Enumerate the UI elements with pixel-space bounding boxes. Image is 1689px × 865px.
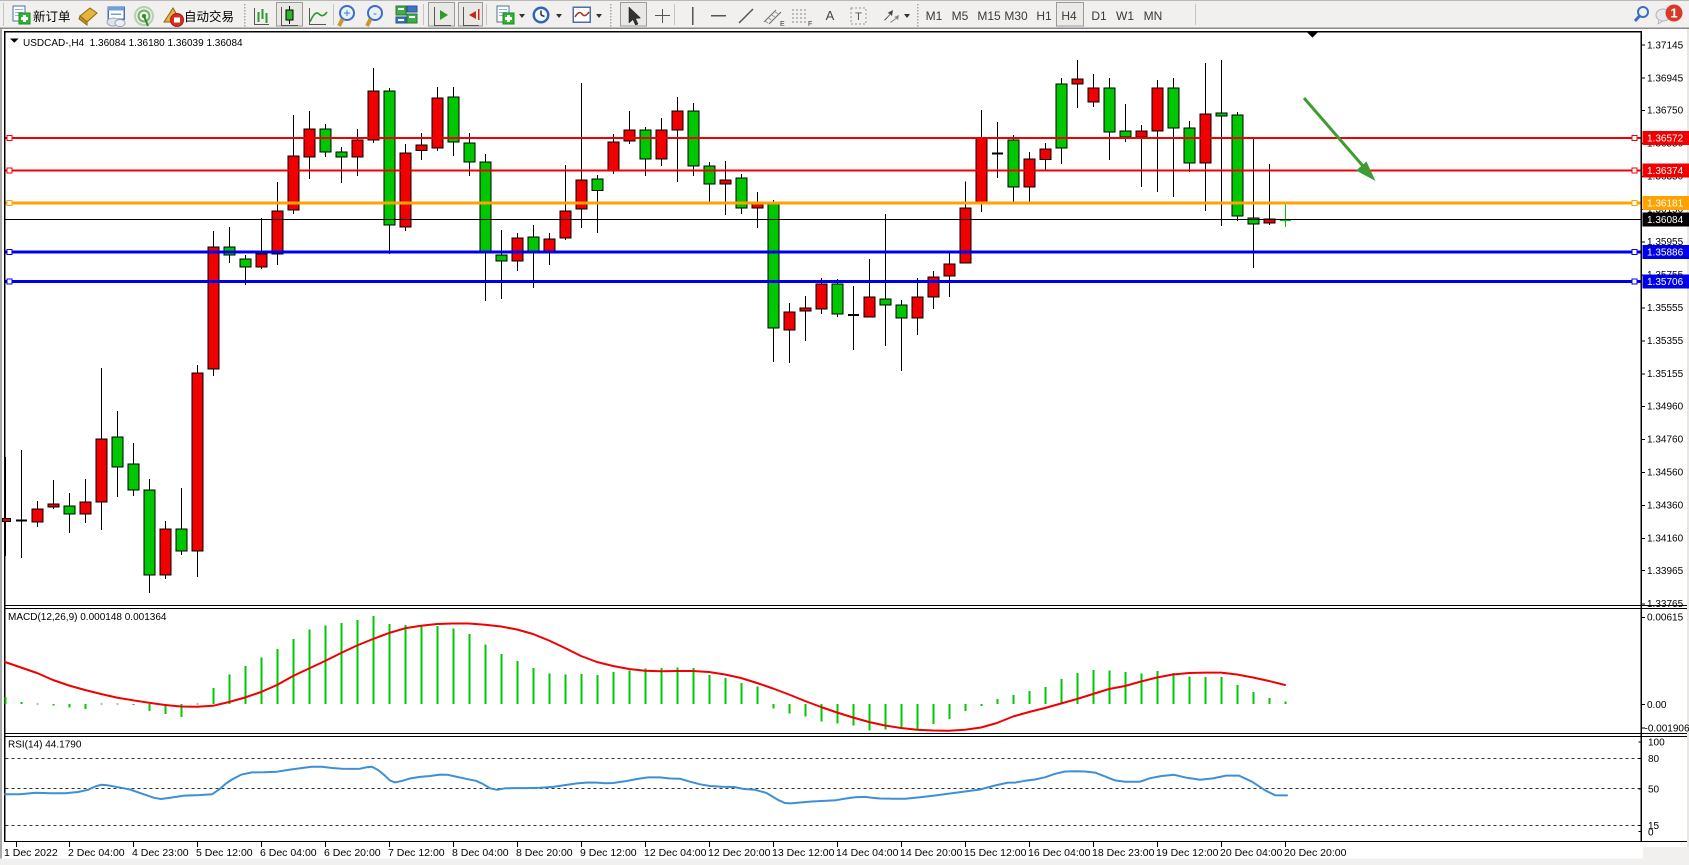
svg-text:19 Dec 12:00: 19 Dec 12:00 — [1156, 847, 1219, 859]
svg-text:15 Dec 12:00: 15 Dec 12:00 — [964, 847, 1027, 859]
svg-text:1.35706: 1.35706 — [1647, 277, 1684, 288]
svg-text:20 Dec 20:00: 20 Dec 20:00 — [1284, 847, 1347, 859]
svg-text:50: 50 — [1648, 785, 1660, 796]
svg-text:USDCAD-,H4 1.36084 1.36180 1.: USDCAD-,H4 1.36084 1.36180 1.36039 1.360… — [23, 38, 243, 49]
svg-text:6 Dec 04:00: 6 Dec 04:00 — [260, 847, 317, 859]
svg-text:8 Dec 20:00: 8 Dec 20:00 — [516, 847, 573, 859]
svg-text:1 Dec 2022: 1 Dec 2022 — [4, 847, 58, 859]
svg-text:1.34560: 1.34560 — [1647, 468, 1684, 479]
svg-text:1.34960: 1.34960 — [1647, 402, 1684, 413]
svg-text:1.34160: 1.34160 — [1647, 534, 1684, 545]
svg-text:7 Dec 12:00: 7 Dec 12:00 — [388, 847, 445, 859]
svg-text:E: E — [780, 21, 785, 28]
svg-text:18 Dec 23:00: 18 Dec 23:00 — [1092, 847, 1155, 859]
svg-text:+: + — [343, 6, 350, 20]
svg-text:M1: M1 — [926, 9, 943, 23]
svg-text:2 Dec 04:00: 2 Dec 04:00 — [68, 847, 125, 859]
svg-text:新订单: 新订单 — [33, 9, 71, 24]
svg-text:H4: H4 — [1061, 9, 1077, 23]
svg-text:9 Dec 12:00: 9 Dec 12:00 — [580, 847, 637, 859]
svg-text:T: T — [855, 11, 862, 23]
svg-text:1.36181: 1.36181 — [1647, 199, 1684, 210]
svg-text:W1: W1 — [1116, 9, 1134, 23]
svg-text:15: 15 — [1648, 821, 1660, 832]
svg-text:4 Dec 23:00: 4 Dec 23:00 — [132, 847, 189, 859]
svg-text:80: 80 — [1648, 754, 1660, 765]
svg-text:12 Dec 04:00: 12 Dec 04:00 — [644, 847, 707, 859]
svg-text:1.36945: 1.36945 — [1647, 73, 1684, 84]
svg-text:1.37145: 1.37145 — [1647, 40, 1684, 51]
svg-text:0: 0 — [1648, 827, 1654, 838]
svg-text:13 Dec 12:00: 13 Dec 12:00 — [772, 847, 835, 859]
svg-text:1.36750: 1.36750 — [1647, 106, 1684, 117]
svg-text:1.34760: 1.34760 — [1647, 435, 1684, 446]
svg-text:自动交易: 自动交易 — [184, 9, 234, 24]
svg-text:MACD(12,26,9) 0.000148 0.00136: MACD(12,26,9) 0.000148 0.001364 — [8, 612, 167, 623]
svg-text:0.00615: 0.00615 — [1647, 613, 1684, 624]
svg-text:14 Dec 20:00: 14 Dec 20:00 — [900, 847, 963, 859]
svg-text:1.35886: 1.35886 — [1647, 248, 1684, 259]
svg-text:1.36084: 1.36084 — [1647, 215, 1684, 226]
svg-text:20 Dec 04:00: 20 Dec 04:00 — [1220, 847, 1283, 859]
svg-text:1.36572: 1.36572 — [1647, 134, 1684, 145]
svg-text:14 Dec 04:00: 14 Dec 04:00 — [836, 847, 899, 859]
svg-text:1.33965: 1.33965 — [1647, 566, 1684, 577]
svg-text:1.34360: 1.34360 — [1647, 501, 1684, 512]
svg-text:1: 1 — [1670, 6, 1677, 21]
svg-text:D1: D1 — [1091, 9, 1107, 23]
svg-text:-: - — [373, 6, 377, 20]
svg-text:1.36150: 1.36150 — [1647, 205, 1684, 216]
svg-text:12 Dec 20:00: 12 Dec 20:00 — [708, 847, 771, 859]
svg-text:MN: MN — [1144, 9, 1163, 23]
svg-text:100: 100 — [1648, 738, 1665, 749]
svg-text:1.35955: 1.35955 — [1647, 237, 1684, 248]
svg-text:5 Dec 12:00: 5 Dec 12:00 — [196, 847, 253, 859]
svg-text:H1: H1 — [1036, 9, 1052, 23]
svg-text:-0.001906: -0.001906 — [1645, 724, 1689, 735]
svg-text:RSI(14) 44.1790: RSI(14) 44.1790 — [8, 740, 82, 751]
svg-text:0.00: 0.00 — [1647, 700, 1667, 711]
svg-text:16 Dec 04:00: 16 Dec 04:00 — [1028, 847, 1091, 859]
svg-text:M30: M30 — [1004, 9, 1028, 23]
svg-text:1.35555: 1.35555 — [1647, 303, 1684, 314]
svg-text:8 Dec 04:00: 8 Dec 04:00 — [452, 847, 509, 859]
svg-text:1.35355: 1.35355 — [1647, 336, 1684, 347]
svg-text:6 Dec 20:00: 6 Dec 20:00 — [324, 847, 381, 859]
svg-text:F: F — [808, 21, 812, 28]
svg-text:1.36374: 1.36374 — [1647, 166, 1684, 177]
svg-text:M15: M15 — [977, 9, 1001, 23]
svg-text:1.33765: 1.33765 — [1647, 599, 1684, 610]
svg-text:M5: M5 — [952, 9, 969, 23]
svg-text:A: A — [826, 8, 835, 23]
svg-text:1.35155: 1.35155 — [1647, 369, 1684, 380]
